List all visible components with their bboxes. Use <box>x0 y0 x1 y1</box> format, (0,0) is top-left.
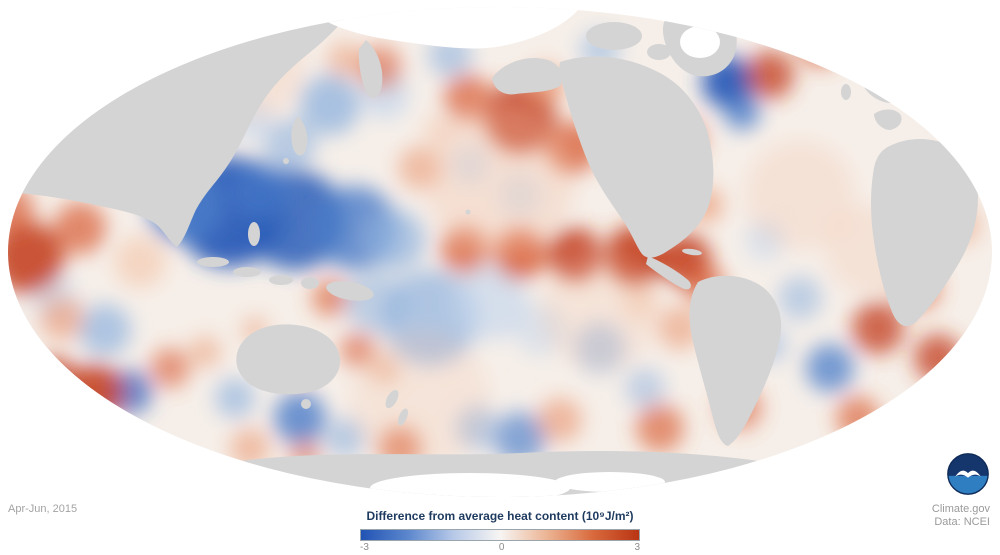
land-new-zealand <box>385 389 399 409</box>
legend-min-label: -3 <box>360 542 369 553</box>
land-north-america <box>559 56 714 258</box>
heat-content-map <box>8 7 992 497</box>
legend-mid-label: 0 <box>498 542 505 553</box>
land-kamchatka <box>358 40 383 98</box>
land-south-america <box>689 275 782 446</box>
noaa-logo <box>947 453 989 495</box>
land-iberia <box>874 109 902 130</box>
source-label: Climate.gov <box>931 503 990 516</box>
legend-labels: -3 0 3 <box>360 542 640 553</box>
legend-max-label: 3 <box>634 542 640 553</box>
date-label: Apr-Jun, 2015 <box>8 503 78 515</box>
land-japan <box>291 116 308 156</box>
attribution: Climate.gov Data: NCEI <box>932 452 990 530</box>
legend: Difference from average heat content (10… <box>360 509 640 553</box>
legend-gradient-bar <box>360 529 640 541</box>
land-philippines <box>248 222 260 246</box>
land-alaska <box>492 58 563 95</box>
land-africa <box>871 139 978 327</box>
legend-title: Difference from average heat content (10… <box>366 509 634 523</box>
land-australia <box>236 324 341 395</box>
attribution-text: Climate.gov Data: NCEI <box>932 503 990 529</box>
gull-icon <box>955 470 981 478</box>
land-hawaii <box>465 209 471 215</box>
land-new-guinea <box>326 281 374 301</box>
land-central-america <box>646 256 691 290</box>
data-source-label: Data: NCEI <box>934 516 990 529</box>
